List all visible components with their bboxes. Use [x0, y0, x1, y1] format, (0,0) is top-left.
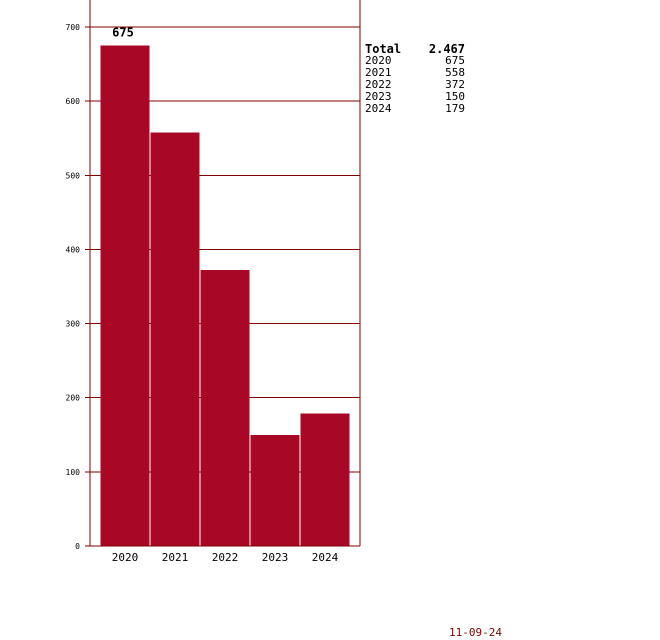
y-tick-label: 400 — [66, 245, 81, 254]
bar — [150, 132, 200, 547]
legend-row-value: 150 — [445, 90, 465, 103]
peak-value-label: 675 — [112, 26, 134, 40]
y-tick-label: 0 — [75, 542, 80, 551]
legend-row: 2022 372 — [365, 79, 465, 91]
legend-row: 2020 675 — [365, 55, 465, 67]
legend-row: 2023 150 — [365, 91, 465, 103]
x-tick-label: 2023 — [262, 551, 289, 564]
bar — [300, 413, 350, 546]
legend-row-value: 179 — [445, 102, 465, 115]
x-tick-label: 2021 — [162, 551, 189, 564]
y-tick-label: 200 — [66, 394, 81, 403]
legend-total-value: 2.467 — [428, 42, 465, 56]
legend-row-label: 2020 — [365, 54, 392, 67]
legend-row: 2021 558 — [365, 67, 465, 79]
legend-total-label: Total — [365, 42, 402, 56]
y-tick-label: 600 — [66, 97, 81, 106]
x-tick-label: 2024 — [312, 551, 339, 564]
legend-row-value: 372 — [445, 78, 465, 91]
legend-total-row: Total 2.467 — [365, 43, 465, 55]
y-tick-label: 500 — [66, 171, 81, 180]
bar — [100, 45, 150, 547]
legend-row-label: 2023 — [365, 90, 392, 103]
x-tick-label: 2022 — [212, 551, 239, 564]
bar — [250, 434, 300, 546]
y-tick-label: 100 — [66, 468, 81, 477]
x-tick-label: 2020 — [112, 551, 139, 564]
footer-date: 11-09-24 — [449, 626, 502, 639]
y-tick-label: 700 — [66, 23, 81, 32]
bar — [200, 270, 250, 546]
y-tick-label: 300 — [66, 320, 81, 329]
legend-row-label: 2022 — [365, 78, 392, 91]
legend-row-label: 2024 — [365, 102, 392, 115]
legend-row-label: 2021 — [365, 66, 392, 79]
legend: Total 2.467 2020 675 2021 558 2022 372 2… — [365, 43, 465, 115]
legend-row: 2024 179 — [365, 103, 465, 115]
legend-row-value: 675 — [445, 54, 465, 67]
legend-row-value: 558 — [445, 66, 465, 79]
